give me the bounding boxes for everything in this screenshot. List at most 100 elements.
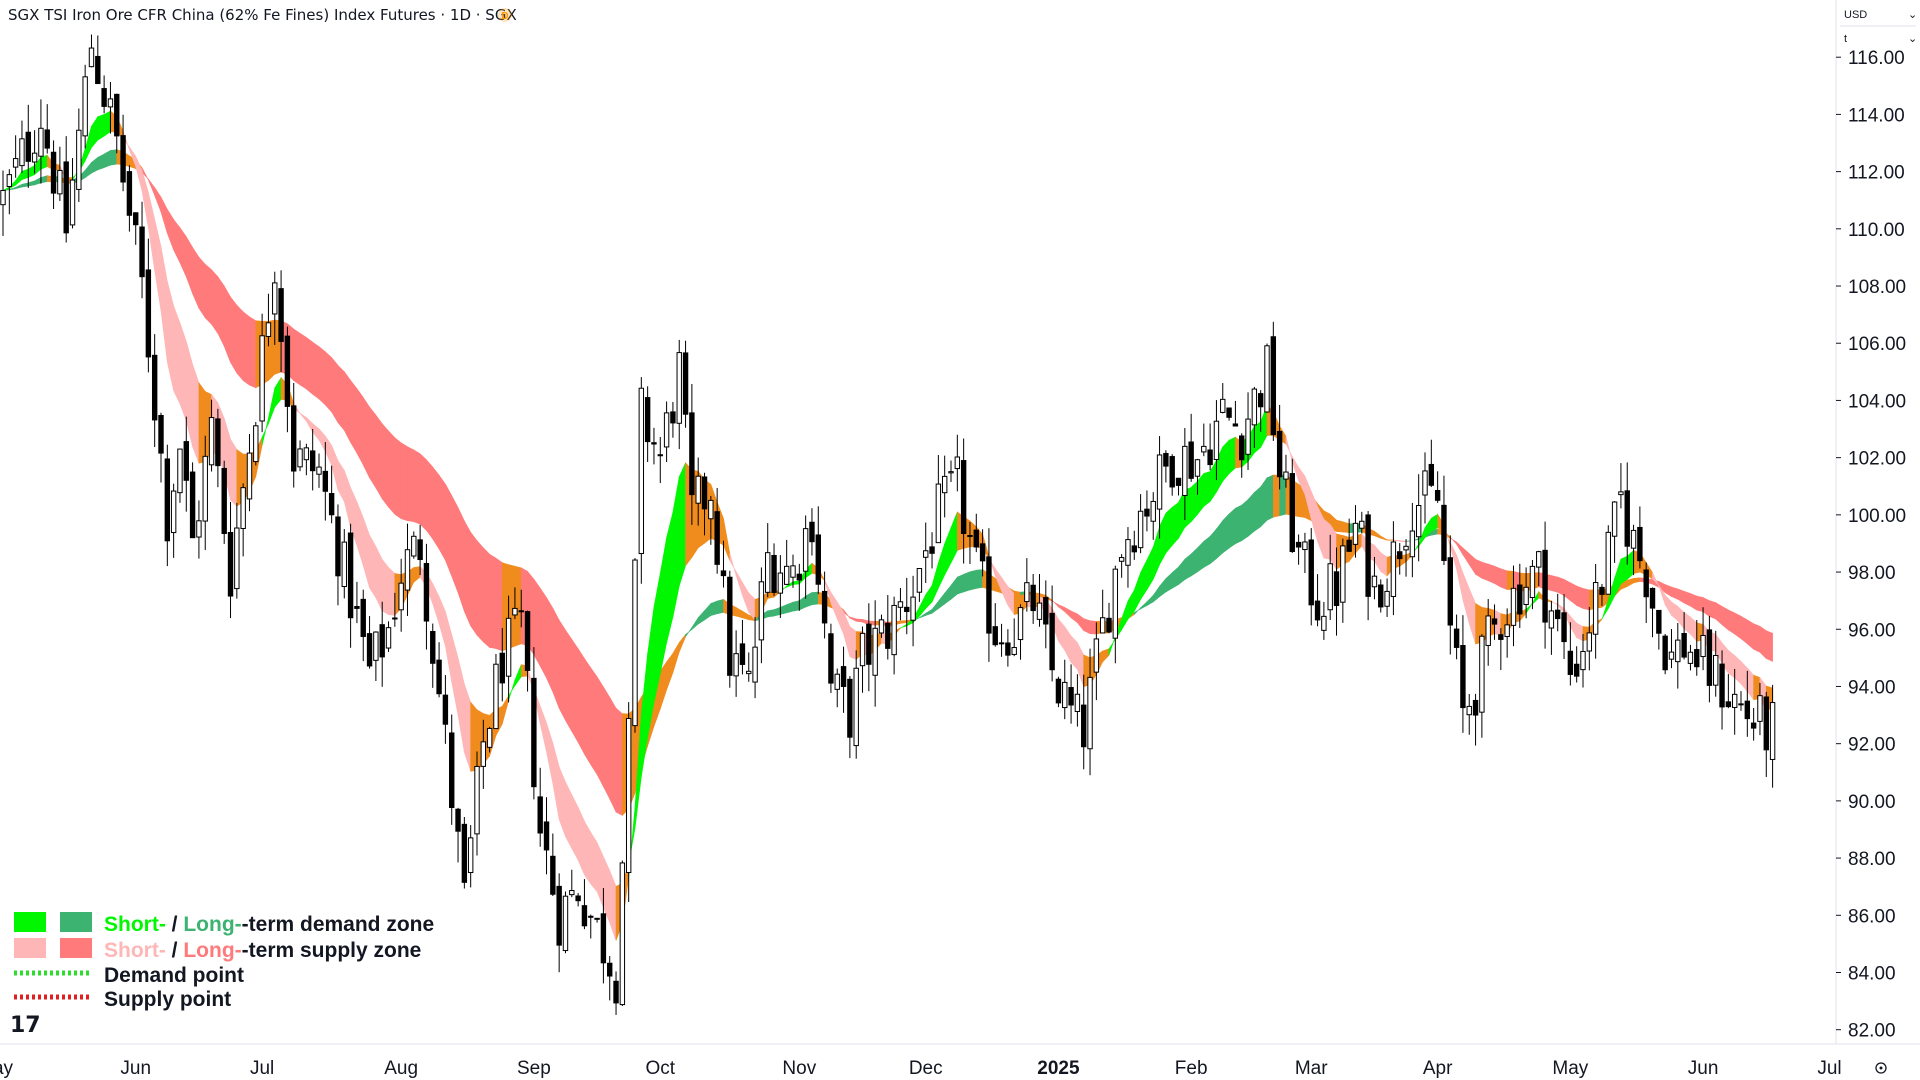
candle[interactable] [177,448,183,503]
candle[interactable] [524,610,531,692]
candle[interactable] [139,201,145,299]
candle[interactable] [1283,454,1289,488]
candle[interactable] [1188,413,1194,482]
candle[interactable] [1750,707,1757,741]
candle[interactable] [859,626,866,693]
candle[interactable] [1378,579,1384,613]
candle[interactable] [727,570,733,688]
candle[interactable] [537,767,543,847]
candle[interactable] [967,522,973,565]
candle[interactable] [1106,602,1112,634]
candle[interactable] [948,460,954,483]
candle[interactable] [423,543,430,650]
candle[interactable] [1605,525,1611,595]
candle-layer[interactable] [0,34,1776,1015]
candle[interactable] [1504,608,1510,658]
candle[interactable] [1687,644,1694,671]
candle[interactable] [57,146,63,201]
candle[interactable] [512,587,518,620]
candle[interactable] [1251,386,1258,449]
candle[interactable] [853,650,859,759]
candle[interactable] [1352,505,1359,558]
candle[interactable] [720,540,727,588]
candle[interactable] [581,879,588,930]
candle[interactable] [733,630,739,697]
candle[interactable] [992,603,998,647]
candle[interactable] [1384,578,1390,617]
candle[interactable] [309,428,316,491]
candle[interactable] [904,577,910,635]
candle[interactable] [1422,452,1428,524]
candle[interactable] [0,170,6,237]
candle[interactable] [1479,634,1485,738]
candle[interactable] [1314,574,1321,627]
candle[interactable] [1403,539,1409,577]
candle[interactable] [1131,530,1137,560]
candle[interactable] [1719,650,1725,730]
candle[interactable] [354,581,360,624]
candle[interactable] [1580,633,1586,688]
candle[interactable] [1226,407,1232,421]
candle[interactable] [657,437,663,484]
candle[interactable] [1510,565,1517,647]
candle[interactable] [663,401,670,463]
candle[interactable] [1397,543,1403,575]
candle[interactable] [1201,423,1207,457]
candle[interactable] [752,616,758,699]
candle[interactable] [1327,534,1333,621]
candle[interactable] [1536,550,1542,587]
candle[interactable] [1207,423,1213,471]
candle[interactable] [467,825,474,888]
candle[interactable] [1517,563,1523,628]
candle[interactable] [126,165,133,232]
candle[interactable] [1359,511,1365,534]
candle[interactable] [840,646,847,713]
candle[interactable] [790,554,796,588]
candle[interactable] [1087,648,1093,776]
candle[interactable] [1340,538,1346,623]
candle[interactable] [404,523,411,616]
candle[interactable] [316,453,322,488]
candle[interactable] [897,587,904,621]
candle[interactable] [430,623,436,688]
candle[interactable] [613,971,619,1015]
candle[interactable] [1005,629,1011,667]
candle[interactable] [638,377,645,584]
candle[interactable] [746,652,752,682]
candle[interactable] [1681,612,1687,660]
candle[interactable] [1409,502,1416,578]
candle[interactable] [385,621,392,652]
candle[interactable] [297,440,303,472]
candle[interactable] [1706,615,1713,703]
candle[interactable] [1586,606,1593,671]
candle[interactable] [588,914,594,939]
candle[interactable] [796,563,803,611]
candle[interactable] [1618,463,1624,509]
candle[interactable] [935,454,942,544]
candle[interactable] [739,619,746,675]
candle[interactable] [12,135,19,178]
candle[interactable] [1289,458,1295,553]
candle[interactable] [1093,622,1100,701]
candle[interactable] [1769,684,1776,788]
candle[interactable] [1472,693,1479,746]
candle[interactable] [392,592,398,627]
candle[interactable] [1194,458,1201,495]
candle[interactable] [1561,594,1567,660]
candle[interactable] [133,212,139,245]
candle[interactable] [1074,674,1081,727]
candle[interactable] [1668,629,1675,669]
candle[interactable] [1163,450,1169,483]
candle[interactable] [891,596,897,675]
candle[interactable] [1302,532,1308,574]
candle[interactable] [866,603,872,692]
candle[interactable] [1763,691,1769,778]
candle[interactable] [449,714,455,825]
candle[interactable] [1081,674,1087,770]
candle[interactable] [1169,454,1175,496]
candle[interactable] [1276,404,1283,490]
candle[interactable] [1365,511,1371,621]
candle[interactable] [246,433,253,512]
candle[interactable] [923,522,929,583]
candle[interactable] [379,601,385,687]
